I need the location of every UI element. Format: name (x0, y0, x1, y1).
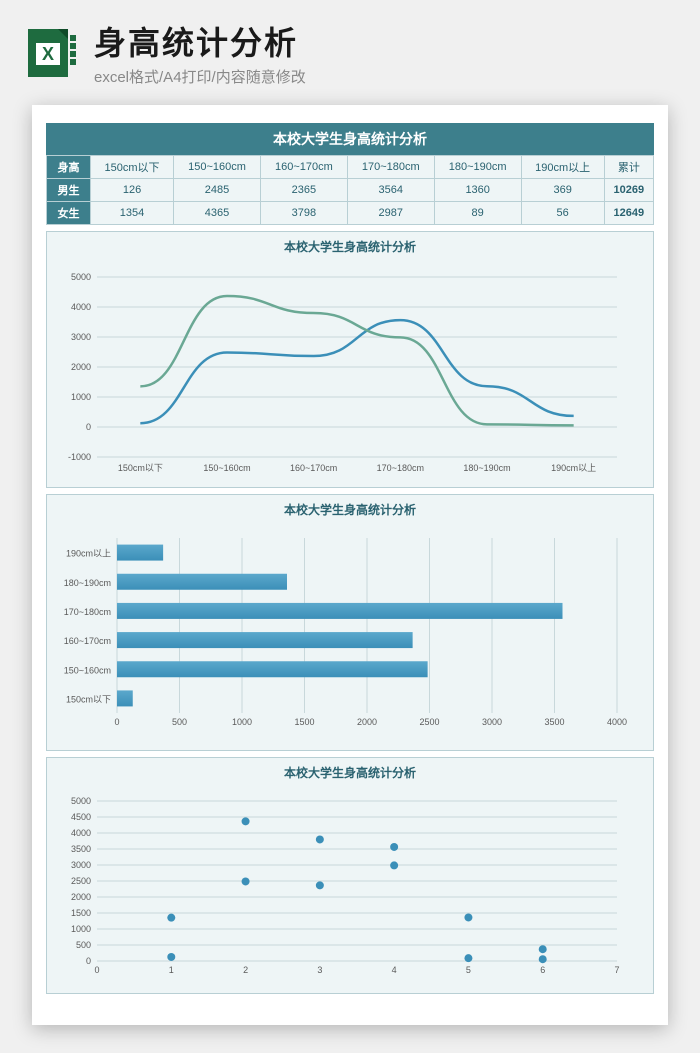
svg-text:1500: 1500 (71, 908, 91, 918)
svg-text:3000: 3000 (482, 717, 502, 727)
table-header-cell: 160~170cm (260, 156, 347, 179)
svg-text:180~190cm: 180~190cm (64, 578, 111, 588)
svg-text:160~170cm: 160~170cm (290, 463, 337, 473)
scatter-chart-svg: 0 500 1000 1500 2000 2500 3000 3500 4000 4500 5000… (47, 783, 647, 993)
svg-text:-1000: -1000 (68, 452, 91, 462)
line-chart: 本校大学生身高统计分析 -1000 0 1000 2000 3000 4000 5000 15… (46, 231, 654, 488)
svg-text:1000: 1000 (71, 392, 91, 402)
svg-text:190cm以上: 190cm以上 (551, 463, 596, 473)
table-cell: 3564 (347, 179, 434, 202)
table-cell: 56 (521, 202, 604, 225)
svg-text:5: 5 (466, 965, 471, 975)
scatter-chart-title: 本校大学生身高统计分析 (47, 758, 653, 783)
table-cell: 89 (434, 202, 521, 225)
svg-text:170~180cm: 170~180cm (64, 607, 111, 617)
table-cell: 3798 (260, 202, 347, 225)
table-rowhead: 女生 (47, 202, 91, 225)
svg-text:5000: 5000 (71, 272, 91, 282)
svg-text:6: 6 (540, 965, 545, 975)
svg-text:180~190cm: 180~190cm (463, 463, 510, 473)
bar-chart-title: 本校大学生身高统计分析 (47, 495, 653, 520)
table-cell: 4365 (174, 202, 261, 225)
table-cell: 2987 (347, 202, 434, 225)
svg-text:1: 1 (169, 965, 174, 975)
sub-title: excel格式/A4打印/内容随意修改 (94, 66, 676, 87)
line-chart-title: 本校大学生身高统计分析 (47, 232, 653, 257)
table-cell: 369 (521, 179, 604, 202)
main-title: 身高统计分析 (94, 18, 676, 64)
svg-text:1500: 1500 (294, 717, 314, 727)
svg-text:500: 500 (172, 717, 187, 727)
svg-text:500: 500 (76, 940, 91, 950)
svg-text:4000: 4000 (71, 302, 91, 312)
bar-chart-svg: 0 500 1000 1500 2000 2500 3000 3500 4000 190cm以上 1… (47, 520, 647, 750)
svg-text:150~160cm: 150~160cm (203, 463, 250, 473)
svg-text:0: 0 (86, 956, 91, 966)
table-rowhead: 男生 (47, 179, 91, 202)
table-cell: 2365 (260, 179, 347, 202)
svg-text:5000: 5000 (71, 796, 91, 806)
svg-text:4000: 4000 (607, 717, 627, 727)
excel-icon: X (24, 25, 80, 81)
svg-text:3500: 3500 (71, 844, 91, 854)
svg-text:0: 0 (114, 717, 119, 727)
table-header-cell: 150cm以下 (91, 156, 174, 179)
table-header-cell: 累计 (604, 156, 653, 179)
svg-text:1000: 1000 (71, 924, 91, 934)
svg-text:0: 0 (86, 422, 91, 432)
svg-text:4: 4 (392, 965, 397, 975)
table-title: 本校大学生身高统计分析 (46, 123, 654, 155)
svg-text:2: 2 (243, 965, 248, 975)
svg-text:X: X (42, 44, 54, 64)
svg-text:3500: 3500 (544, 717, 564, 727)
svg-text:2000: 2000 (357, 717, 377, 727)
table-header-cell: 190cm以上 (521, 156, 604, 179)
svg-text:170~180cm: 170~180cm (377, 463, 424, 473)
table-header-cell: 180~190cm (434, 156, 521, 179)
svg-text:4500: 4500 (71, 812, 91, 822)
svg-text:150~160cm: 150~160cm (64, 665, 111, 675)
svg-text:2000: 2000 (71, 362, 91, 372)
table-header-cell: 170~180cm (347, 156, 434, 179)
table-cell: 10269 (604, 179, 653, 202)
svg-text:150cm以下: 150cm以下 (118, 463, 163, 473)
table-header-cell: 150~160cm (174, 156, 261, 179)
line-chart-svg: -1000 0 1000 2000 3000 4000 5000 150cm以下 150~160… (47, 257, 647, 487)
scatter-chart: 本校大学生身高统计分析 0500100015002000250030003500… (46, 757, 654, 994)
svg-text:3000: 3000 (71, 860, 91, 870)
svg-text:3000: 3000 (71, 332, 91, 342)
table-cell: 2485 (174, 179, 261, 202)
table-cell: 12649 (604, 202, 653, 225)
svg-text:190cm以上: 190cm以上 (66, 549, 111, 559)
table-cell: 126 (91, 179, 174, 202)
table-cell: 1360 (434, 179, 521, 202)
svg-text:0: 0 (94, 965, 99, 975)
data-table: 身高150cm以下150~160cm160~170cm170~180cm180~… (46, 155, 654, 225)
svg-text:7: 7 (614, 965, 619, 975)
svg-text:2500: 2500 (419, 717, 439, 727)
svg-text:160~170cm: 160~170cm (64, 636, 111, 646)
table-cell: 1354 (91, 202, 174, 225)
svg-text:150cm以下: 150cm以下 (66, 694, 111, 704)
svg-text:2500: 2500 (71, 876, 91, 886)
svg-text:4000: 4000 (71, 828, 91, 838)
svg-text:2000: 2000 (71, 892, 91, 902)
svg-text:1000: 1000 (232, 717, 252, 727)
sheet-preview: 包图网包图网包图网包图网包图网包图网 本校大学生身高统计分析 身高150cm以下… (32, 105, 668, 1025)
bar-chart: 本校大学生身高统计分析 0 500 1000 1500 2000 2500 3000 3500… (46, 494, 654, 751)
svg-text:3: 3 (317, 965, 322, 975)
table-rowhead: 身高 (47, 156, 91, 179)
page-header: X 身高统计分析 excel格式/A4打印/内容随意修改 (0, 0, 700, 97)
